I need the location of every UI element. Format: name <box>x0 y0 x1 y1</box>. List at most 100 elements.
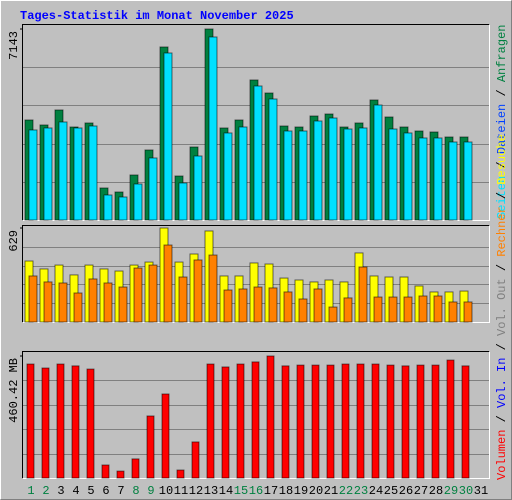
legend-label: Volumen <box>495 430 509 480</box>
bar <box>403 296 413 323</box>
bar <box>356 363 365 479</box>
x-tick-label: 27 <box>414 484 428 498</box>
bar <box>341 363 350 479</box>
bar <box>221 366 230 479</box>
x-tick-label: 11 <box>174 484 188 498</box>
side-legend: Volumen / Vol. In / Vol. Out / Rechner /… <box>495 134 509 480</box>
bar <box>178 182 188 221</box>
x-tick-label: 5 <box>87 484 94 498</box>
bar <box>223 132 233 221</box>
bar <box>193 155 203 221</box>
bar <box>131 458 140 479</box>
x-tick-label: 15 <box>234 484 248 498</box>
x-tick-label: 18 <box>279 484 293 498</box>
x-tick-label: 4 <box>72 484 79 498</box>
bar <box>73 127 83 221</box>
bar <box>343 297 353 323</box>
bar <box>358 127 368 221</box>
bar <box>388 296 398 323</box>
bar <box>251 361 260 479</box>
legend-label: Vol. In <box>495 358 509 408</box>
x-tick-label: 3 <box>57 484 64 498</box>
bar <box>56 363 65 479</box>
bar <box>283 291 293 323</box>
plot-bevel-dark <box>22 225 490 323</box>
bar <box>403 132 413 221</box>
bar <box>118 286 128 323</box>
bar <box>298 130 308 221</box>
bar <box>133 183 143 221</box>
bar <box>208 36 218 221</box>
bar <box>208 254 218 323</box>
bar <box>26 363 35 479</box>
x-tick-label: 12 <box>189 484 203 498</box>
bar <box>191 441 200 479</box>
bar <box>461 365 470 479</box>
x-tick-label: 23 <box>354 484 368 498</box>
bar <box>238 288 248 323</box>
legend-separator: / <box>495 336 509 358</box>
side-legend: Seiten / Dateien / Anfragen <box>495 25 509 219</box>
bar <box>266 355 275 479</box>
bar <box>73 292 83 323</box>
bar <box>313 288 323 323</box>
bar <box>88 278 98 323</box>
bar <box>163 244 173 323</box>
bar <box>43 127 53 221</box>
x-tick-label: 24 <box>369 484 383 498</box>
y-tick-label: 629 <box>7 230 21 252</box>
bar <box>448 301 458 323</box>
bar <box>386 364 395 479</box>
bar <box>446 359 455 479</box>
bar <box>313 120 323 221</box>
plot-bevel-dark <box>22 351 490 479</box>
bar <box>253 85 263 221</box>
bar <box>463 301 473 323</box>
legend-label: Seiten <box>495 176 509 219</box>
legend-separator: / <box>495 408 509 430</box>
bar <box>88 125 98 221</box>
bar <box>28 129 38 221</box>
bar <box>86 368 95 479</box>
plot-bevel-light <box>22 225 490 323</box>
bar <box>236 363 245 479</box>
legend-separator: / <box>495 82 509 104</box>
bar <box>133 267 143 323</box>
x-tick-label: 9 <box>147 484 154 498</box>
bar <box>176 469 185 479</box>
x-tick-label: 14 <box>219 484 233 498</box>
x-tick-label: 30 <box>459 484 473 498</box>
x-tick-label: 22 <box>339 484 353 498</box>
bar <box>328 117 338 221</box>
bar <box>253 286 263 323</box>
legend-label: Anfragen <box>495 25 509 83</box>
bar <box>178 276 188 323</box>
bar <box>268 287 278 323</box>
bar <box>161 393 170 479</box>
bar <box>326 364 335 479</box>
bar <box>238 126 248 221</box>
x-tick-label: 28 <box>429 484 443 498</box>
y-tick-label: 460.42 MB <box>7 358 21 423</box>
bar <box>58 121 68 221</box>
bar <box>328 306 338 323</box>
bar <box>431 364 440 479</box>
legend-label: Vol. Out <box>495 278 509 336</box>
legend-separator: / <box>495 154 509 176</box>
bar <box>388 128 398 221</box>
x-tick-label: 19 <box>294 484 308 498</box>
x-tick-label: 7 <box>117 484 124 498</box>
bar <box>28 275 38 323</box>
plot-bevel-dark <box>22 24 490 221</box>
bar <box>358 266 368 323</box>
x-tick-label: 10 <box>159 484 173 498</box>
bar <box>373 296 383 323</box>
bar <box>163 52 173 221</box>
x-tick-label: 2 <box>42 484 49 498</box>
bar <box>58 282 68 323</box>
bar <box>418 137 428 221</box>
bar <box>401 365 410 479</box>
x-tick-label: 1 <box>27 484 34 498</box>
y-tick-label: 7143 <box>7 31 21 60</box>
chart-title: Tages-Statistik im Monat November 2025 <box>20 9 294 23</box>
